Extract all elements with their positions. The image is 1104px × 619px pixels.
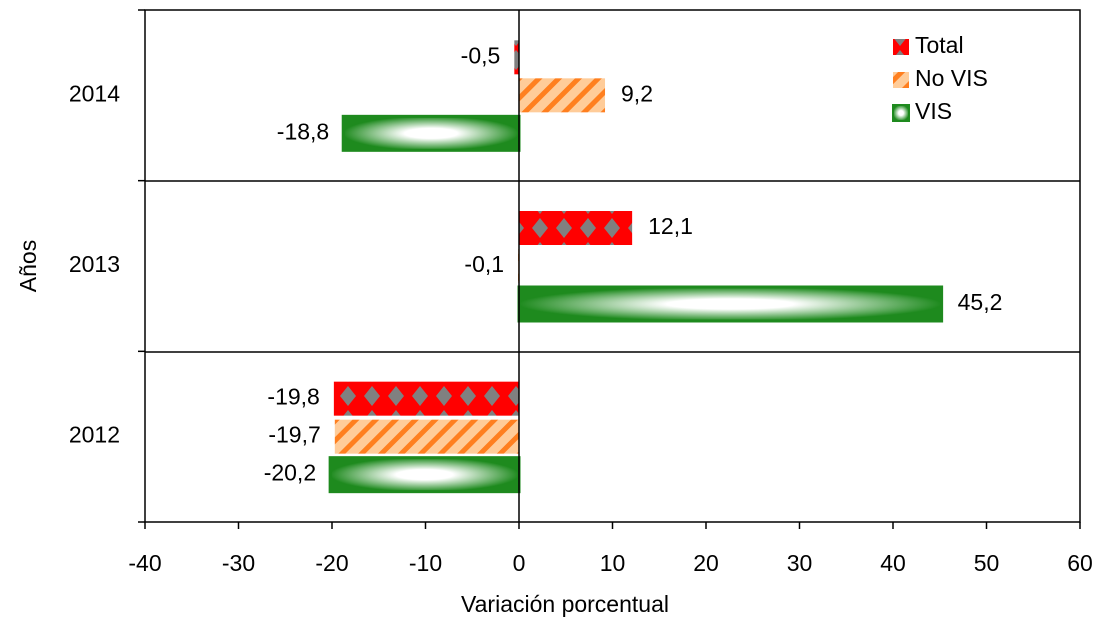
bar xyxy=(328,456,521,494)
x-tick-label: 60 xyxy=(1067,550,1093,576)
x-tick-label: -40 xyxy=(128,550,161,576)
x-tick-label: 30 xyxy=(787,550,813,576)
y-axis-label: Años xyxy=(15,240,41,292)
legend-swatch xyxy=(893,72,909,88)
data-label: 12,1 xyxy=(648,213,693,239)
x-tick-label: 20 xyxy=(693,550,719,576)
data-label: -19,8 xyxy=(267,384,319,410)
y-tick-label: 2012 xyxy=(69,422,120,448)
data-label: -19,7 xyxy=(268,422,320,448)
bar xyxy=(517,285,944,323)
bar xyxy=(334,419,519,454)
bar xyxy=(333,381,519,416)
x-axis-label: Variación porcentual xyxy=(461,591,669,617)
x-tick-label: -20 xyxy=(315,550,348,576)
y-tick-label: 2014 xyxy=(69,80,120,106)
bar xyxy=(519,211,633,245)
x-tick-label: 40 xyxy=(880,550,906,576)
data-label: 9,2 xyxy=(621,80,653,106)
legend-label: Total xyxy=(915,32,964,58)
x-tick-label: 10 xyxy=(600,550,626,576)
legend-label: No VIS xyxy=(915,65,988,91)
x-tick-label: -10 xyxy=(409,550,442,576)
data-label: 45,2 xyxy=(958,289,1003,315)
legend-swatch xyxy=(892,104,910,122)
x-tick-label: -30 xyxy=(222,550,255,576)
legend-swatch xyxy=(893,39,909,55)
legend-label: VIS xyxy=(915,98,952,124)
data-label: -0,1 xyxy=(464,251,504,277)
bar xyxy=(514,40,519,75)
y-tick-label: 2013 xyxy=(69,251,120,277)
data-label: -20,2 xyxy=(264,460,316,486)
x-tick-label: 0 xyxy=(513,550,526,576)
data-label: -18,8 xyxy=(277,118,329,144)
bar xyxy=(341,114,521,152)
data-label: -0,5 xyxy=(461,42,501,68)
bar xyxy=(519,78,606,113)
x-tick-label: 50 xyxy=(974,550,1000,576)
